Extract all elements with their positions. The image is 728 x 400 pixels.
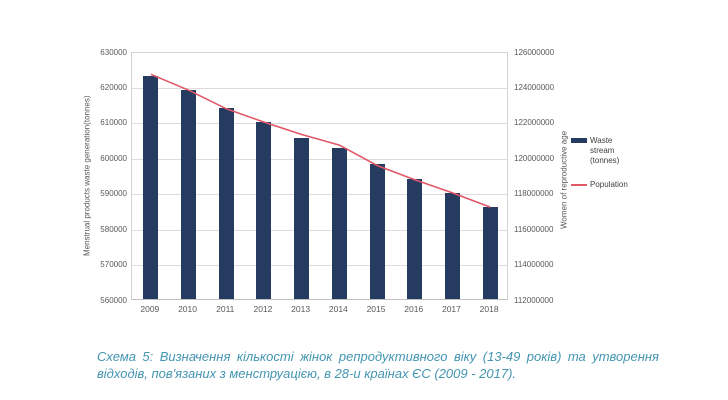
- left-axis-tick-label: 560000: [100, 295, 127, 305]
- bar: [331, 148, 347, 299]
- right-axis-tick-label: 118000000: [514, 189, 554, 199]
- bar-legend-marker-icon: [571, 138, 587, 143]
- bar: [369, 164, 385, 299]
- left-axis-tick-label: 620000: [100, 82, 127, 92]
- right-axis-tick-label: 124000000: [514, 82, 555, 92]
- left-axis-tick-label: 590000: [100, 189, 127, 199]
- line-legend-marker-icon: [571, 184, 587, 186]
- x-axis-label: 2014: [328, 304, 348, 314]
- legend-label-waste-stream: Waste stream (tonnes): [590, 136, 620, 165]
- x-axis-label: 2018: [479, 304, 499, 314]
- gridline: [132, 194, 507, 196]
- bar: [218, 107, 234, 299]
- x-axis-label: 2016: [404, 304, 424, 314]
- right-axis-tick-label: 112000000: [514, 295, 554, 305]
- bar: [482, 206, 498, 299]
- x-axis-label: 2012: [253, 304, 273, 314]
- bar: [181, 89, 197, 299]
- x-axis-label: 2010: [178, 304, 197, 314]
- legend-label-population: Population: [590, 180, 628, 189]
- population-line: [150, 73, 491, 208]
- x-axis-label: 2017: [441, 304, 461, 314]
- x-axis-label: 2009: [140, 304, 160, 314]
- legend-item-waste-stream: Waste stream (tonnes): [571, 136, 636, 166]
- left-axis-tick-label: 580000: [100, 224, 127, 234]
- left-axis-tick-label: 570000: [100, 260, 127, 270]
- gridline: [132, 229, 507, 231]
- right-axis-tick-label: 126000000: [514, 47, 555, 57]
- x-axis-label: 2015: [366, 304, 386, 314]
- gridline: [132, 265, 507, 267]
- left-axis-tick-label: 630000: [100, 47, 127, 57]
- x-axis-label: 2011: [216, 304, 235, 314]
- left-axis-tick-label: 600000: [100, 153, 127, 163]
- plot-area: [131, 52, 508, 300]
- left-axis-tick-label: 610000: [100, 118, 127, 128]
- x-axis-label: 2013: [291, 304, 311, 314]
- right-axis-tick-label: 120000000: [514, 153, 555, 163]
- right-axis-tick-label: 114000000: [514, 260, 554, 270]
- figure-caption: Схема 5: Визначення кількості жінок репр…: [97, 349, 659, 381]
- right-axis-tick-label: 116000000: [514, 224, 554, 234]
- bar: [444, 192, 460, 299]
- bar: [256, 121, 272, 299]
- bar: [143, 75, 159, 299]
- right-axis-tick-label: 122000000: [514, 118, 555, 128]
- bar: [407, 178, 423, 299]
- bar: [294, 137, 310, 299]
- gridline: [132, 87, 507, 89]
- gridline: [132, 123, 507, 125]
- legend-item-population: Population: [571, 180, 636, 190]
- right-axis-title: Women of reproductive age: [559, 130, 569, 230]
- gridline: [132, 158, 507, 160]
